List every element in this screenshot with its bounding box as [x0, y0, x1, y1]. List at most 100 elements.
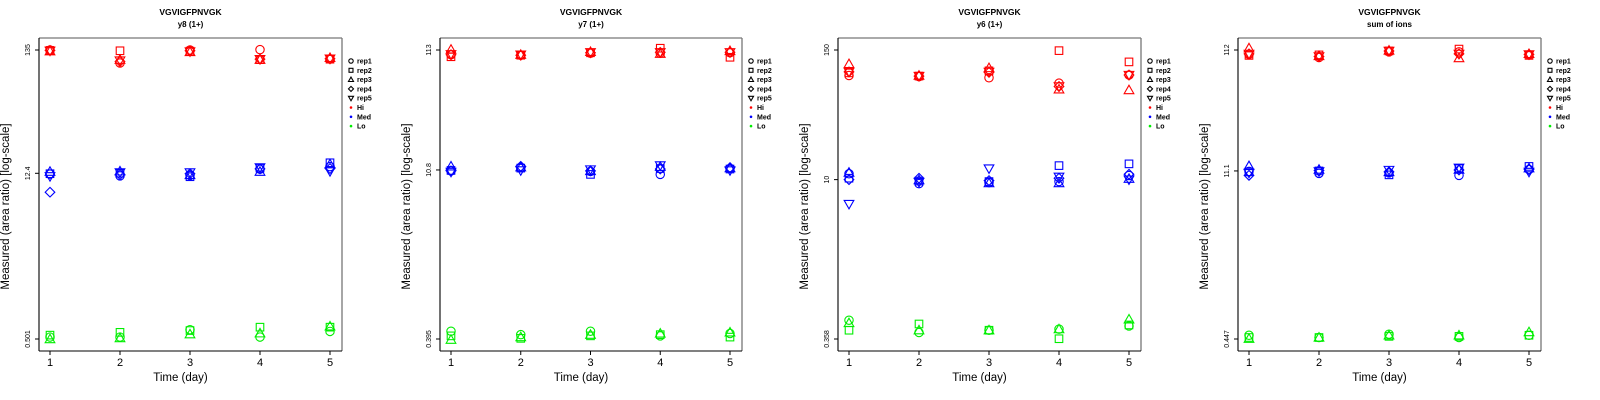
triangle-down-icon [1546, 95, 1554, 102]
point-hi-day3-rep5 [184, 47, 196, 58]
point-med-day2-rep4 [913, 172, 925, 184]
y-tick-label: 0.395 [426, 330, 433, 348]
point-lo-day4-rep3 [1453, 329, 1465, 340]
y-tick-label: 0.447 [1224, 330, 1231, 348]
y-tick-label: 11.1 [1224, 164, 1231, 177]
x-tick-label: 5 [327, 357, 333, 369]
point-lo-day4-rep2 [1054, 334, 1064, 344]
color-dot-icon [349, 106, 353, 109]
point-med-day4-rep5 [654, 161, 667, 172]
legend-label-hi: Hi [1556, 105, 1563, 112]
point-lo-day1-rep2 [844, 325, 854, 335]
point-lo-day2-rep3 [1313, 331, 1325, 342]
triangle-down-icon [1146, 95, 1154, 102]
y-tick-label: 112 [1224, 44, 1231, 55]
x-tick-label: 3 [1386, 357, 1392, 369]
color-dot-icon [1548, 115, 1552, 119]
x-tick-label: 5 [727, 357, 733, 369]
point-hi-day2-rep3 [514, 48, 527, 59]
point-med-day1-rep4 [44, 186, 56, 198]
point-hi-day3-rep5 [983, 67, 995, 78]
x-tick-label: 1 [846, 357, 852, 369]
point-hi-day4-rep1 [255, 44, 265, 55]
point-hi-day4-rep5 [1453, 49, 1465, 60]
y-tick-label: 113 [426, 44, 433, 55]
y-axis-label: Measured (area ratio) [log-scale] [799, 123, 811, 289]
x-tick-label: 2 [1316, 357, 1322, 369]
point-med-day5-rep4 [724, 162, 736, 174]
diamond-icon [1146, 85, 1154, 93]
point-hi-day4-rep3 [1453, 52, 1465, 63]
point-hi-day3-rep3 [584, 45, 597, 57]
point-lo-day3-rep3 [184, 328, 196, 339]
legend-label-rep5: rep5 [357, 96, 372, 103]
legend-label-rep1: rep1 [1156, 59, 1171, 66]
point-med-day2-rep4 [515, 160, 527, 172]
point-lo-day4-rep3 [654, 327, 667, 338]
point-lo-day1-rep2 [45, 330, 55, 340]
point-lo-day3-rep3 [983, 324, 995, 335]
point-hi-day3-rep3 [1383, 44, 1395, 55]
point-med-day4-rep4 [1453, 164, 1465, 176]
point-med-day5-rep3 [1123, 172, 1135, 183]
point-hi-day5-rep2 [725, 52, 735, 62]
legend-label-med: Med [1556, 114, 1570, 121]
square-icon [1547, 67, 1553, 73]
color-dot-icon [1148, 124, 1152, 128]
point-hi-day1-rep5 [843, 67, 855, 78]
point-lo-day1-rep3 [843, 317, 855, 328]
x-tick-label: 4 [1456, 357, 1462, 369]
color-dot-icon [749, 106, 753, 109]
legend: rep1 rep2 rep3 rep4 rep5 Hi Med Lo [1146, 58, 1171, 131]
triangle-up-icon [1546, 75, 1554, 83]
point-med-day1-rep5 [445, 167, 457, 178]
chart-subtitle: y6 (1+) [977, 20, 1003, 29]
color-dot-icon [1548, 106, 1552, 109]
point-med-day1-rep1 [844, 169, 854, 179]
point-hi-day4-rep5 [254, 55, 266, 66]
y-tick-label: 10 [824, 176, 831, 184]
data-points [1243, 42, 1535, 343]
x-tick-label: 3 [986, 357, 992, 369]
point-hi-day1-rep3 [445, 43, 457, 54]
point-lo-day2-rep3 [114, 332, 126, 343]
point-hi-day5-rep2 [1124, 57, 1134, 67]
legend-label-lo: Lo [1156, 124, 1165, 131]
x-tick-label: 4 [1056, 357, 1062, 369]
color-dot-icon [749, 124, 753, 128]
point-med-day3-rep5 [1383, 165, 1395, 176]
point-hi-day2-rep5 [913, 71, 925, 83]
point-hi-day2-rep5 [514, 50, 527, 61]
legend-label-hi: Hi [357, 105, 364, 112]
color-dot-icon [749, 115, 753, 119]
point-lo-day5-rep3 [1123, 313, 1135, 324]
point-lo-day5-rep2 [1124, 320, 1134, 330]
point-lo-day1-rep3 [1243, 332, 1255, 343]
point-med-day1-rep5 [44, 172, 56, 183]
point-med-day3-rep5 [184, 168, 196, 179]
x-tick-label: 2 [916, 357, 922, 369]
legend-label-hi: Hi [757, 105, 764, 112]
y-tick-label: 0.501 [25, 330, 32, 348]
legend-label-rep1: rep1 [357, 59, 372, 66]
point-lo-day4-rep3 [254, 327, 266, 338]
legend-label-rep3: rep3 [357, 77, 372, 84]
color-dot-icon [349, 124, 353, 128]
legend-label-rep4: rep4 [357, 86, 372, 93]
circle-icon [348, 58, 354, 64]
point-hi-day3-rep1 [984, 73, 994, 83]
point-med-day2-rep5 [913, 177, 925, 189]
point-med-day4-rep3 [1053, 177, 1065, 188]
chart-subtitle: sum of ions [1367, 20, 1412, 29]
point-lo-day5-rep3 [724, 326, 736, 337]
legend-label-rep2: rep2 [757, 68, 772, 75]
data-points [843, 46, 1135, 344]
legend-label-rep2: rep2 [357, 68, 372, 75]
point-hi-day2-rep3 [1313, 49, 1325, 61]
point-med-day2-rep5 [114, 168, 126, 179]
legend-label-med: Med [757, 114, 771, 121]
point-lo-day4-rep2 [255, 322, 265, 332]
chart-panel-4: VGVIGFPNVGK sum of ions 112 11.1 0.447 1 2 3 4 5 T… [1199, 7, 1571, 384]
point-hi-day4-rep2 [1054, 46, 1064, 55]
point-med-day3-rep2 [1384, 170, 1394, 180]
